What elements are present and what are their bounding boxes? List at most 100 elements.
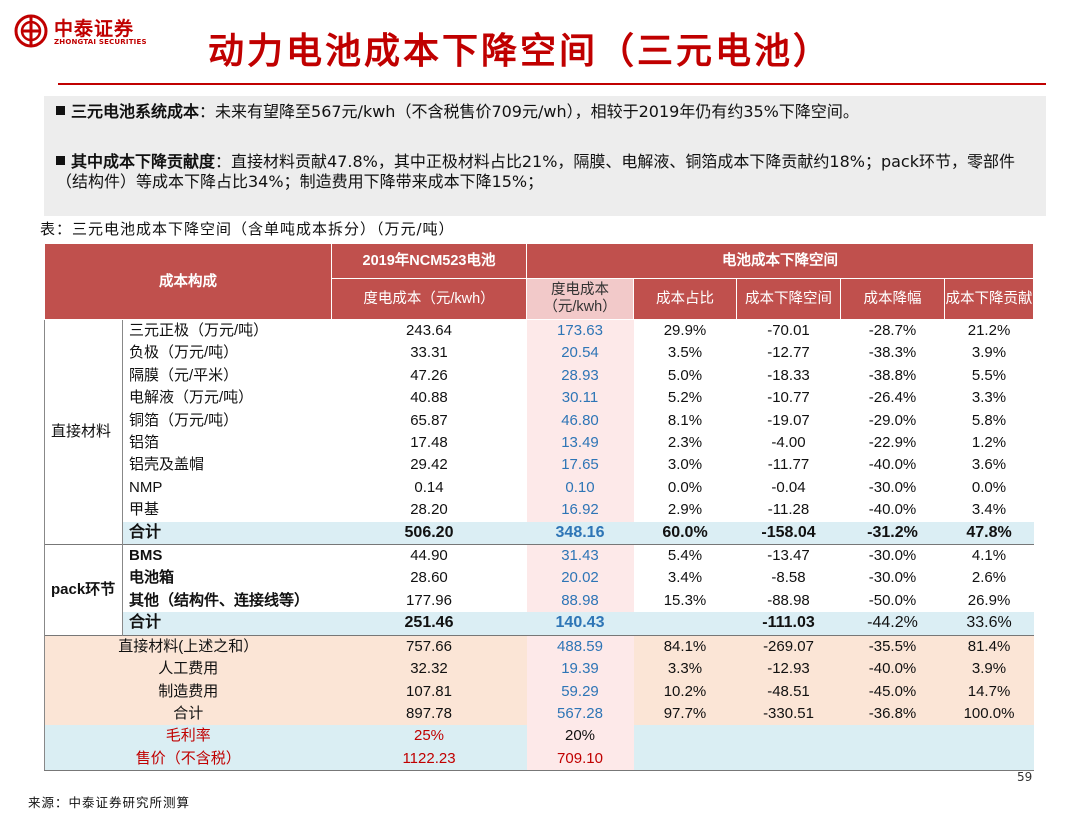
cell-2019: 0.14 xyxy=(414,478,444,496)
table-row: 甲基 28.20 16.92 2.9% -11.28 -40.0% 3.4% xyxy=(45,499,1034,522)
cell-contrib: 3.9% xyxy=(971,344,1007,362)
row-name: 合计 xyxy=(122,612,332,636)
cell-drop: -12.77 xyxy=(767,344,810,362)
cell-drop: -158.04 xyxy=(736,521,841,545)
cell-rate: -29.0% xyxy=(868,411,917,429)
cell-contrib: 4.1% xyxy=(944,544,1034,568)
summary-row: 合计 897.78 567.28 97.7% -330.51 -36.8% 10… xyxy=(44,702,1034,726)
company-logo: 中泰证券 ZHONGTAI SECURITIES xyxy=(14,12,154,56)
cell-contrib: 3.3% xyxy=(971,389,1007,407)
cell-rate: -38.3% xyxy=(868,344,917,362)
bullet-contribution: 其中成本下降贡献度：直接材料贡献47.8%，其中正极材料占比21%，隔膜、电解液… xyxy=(56,152,1036,192)
cell-2019: 177.96 xyxy=(406,591,452,609)
cell-rate: -50.0% xyxy=(868,591,917,609)
row-name: 三元正极（万元/吨） xyxy=(129,322,269,339)
cell-drop: -48.51 xyxy=(736,680,841,703)
col-header-contrib: 成本下降贡献 xyxy=(943,278,1035,320)
cell-new: 348.16 xyxy=(526,521,634,545)
cell-drop: -12.93 xyxy=(736,658,841,681)
cell-drop: -19.07 xyxy=(767,411,810,429)
cell-contrib: 14.7% xyxy=(944,680,1034,703)
table-row: 电池箱 28.60 20.02 3.4% -8.58 -30.0% 2.6% xyxy=(45,567,1034,590)
col-header-rate: 成本降幅 xyxy=(840,278,945,320)
row-name: 铝壳及盖帽 xyxy=(129,456,205,474)
row-name: 其他（结构件、连接线等） xyxy=(129,591,310,609)
cell-new: 20.54 xyxy=(526,342,634,365)
cell-share: 3.5% xyxy=(667,344,703,362)
cell-new: 488.59 xyxy=(526,634,634,659)
cell-new: 709.10 xyxy=(526,747,634,772)
cell-2019: 506.20 xyxy=(331,521,527,545)
cell-contrib: 1.2% xyxy=(971,434,1007,452)
cell-share: 10.2% xyxy=(633,680,737,703)
cell-2019: 25% xyxy=(331,725,527,748)
cell-share: 2.9% xyxy=(667,501,703,519)
cell-new: 20.02 xyxy=(526,567,634,590)
cell-share: 60.0% xyxy=(633,521,737,545)
cell-share: 5.0% xyxy=(667,366,703,384)
cell-2019: 28.20 xyxy=(410,501,448,519)
cell-share: 15.3% xyxy=(663,591,707,609)
cell-rate: -28.7% xyxy=(868,322,917,339)
cell-contrib: 81.4% xyxy=(944,634,1034,659)
cell-new: 140.43 xyxy=(526,612,634,636)
cell-new: 30.11 xyxy=(526,387,634,410)
table-caption: 表：三元电池成本下降空间（含单吨成本拆分）（万元/吨） xyxy=(40,220,455,238)
cell-drop: -11.28 xyxy=(767,501,810,519)
cell-drop: -0.04 xyxy=(771,478,806,496)
cell-2019: 29.42 xyxy=(410,456,448,474)
cell-share: 84.1% xyxy=(633,634,737,659)
square-bullet-icon xyxy=(56,106,65,115)
row-name: 铜箔（万元/吨） xyxy=(129,411,239,429)
cell-rate: -30.0% xyxy=(840,544,945,568)
price-row: 售价（不含税） 1122.23 709.10 xyxy=(44,747,1034,772)
cell-2019: 40.88 xyxy=(410,389,448,407)
margin-row: 毛利率 25% 20% xyxy=(44,725,1034,748)
col-header-new-cost: 度电成本（元/kwh） xyxy=(526,278,634,320)
row-name: 售价（不含税） xyxy=(44,747,332,772)
cell-contrib: 21.2% xyxy=(967,322,1011,339)
table-row: NMP 0.14 0.10 0.0% -0.04 -30.0% 0.0% xyxy=(45,476,1034,500)
cell-2019: 1122.23 xyxy=(331,747,527,772)
cell-share: 2.3% xyxy=(667,434,703,452)
bullet-system-cost: 三元电池系统成本：未来有望降至567元/kwh（不含税售价709元/wh），相较… xyxy=(56,102,1036,122)
cell-rate: -40.0% xyxy=(868,501,917,519)
cell-contrib: 5.5% xyxy=(971,366,1007,384)
header-cost-composition: 成本构成 xyxy=(44,243,332,320)
cell-share: 8.1% xyxy=(667,411,703,429)
cell-rate: -35.5% xyxy=(840,634,945,659)
summary-row: 直接材料(上述之和） 757.66 488.59 84.1% -269.07 -… xyxy=(44,634,1034,659)
summary-box: 三元电池系统成本：未来有望降至567元/kwh（不含税售价709元/wh），相较… xyxy=(44,96,1046,216)
bullet-heading: 三元电池系统成本 xyxy=(71,102,200,121)
cell-drop: -4.00 xyxy=(771,434,806,452)
cell-drop: -8.58 xyxy=(771,569,806,587)
cell-new: 0.10 xyxy=(526,476,634,500)
group-label-direct: 直接材料 xyxy=(44,319,123,545)
cell-share: 5.4% xyxy=(633,544,737,568)
table-row: 电解液（万元/吨） 40.88 30.11 5.2% -10.77 -26.4%… xyxy=(45,387,1034,410)
cell-share: 97.7% xyxy=(633,702,737,726)
cell-2019: 28.60 xyxy=(410,569,448,587)
row-name: 合计 xyxy=(44,702,332,726)
cell-contrib: 26.9% xyxy=(967,591,1011,609)
square-bullet-icon xyxy=(56,156,65,165)
group-label-pack: pack环节 xyxy=(44,544,123,636)
cell-2019: 243.64 xyxy=(406,322,452,339)
cell-rate: -30.0% xyxy=(868,478,917,496)
cell-rate: -26.4% xyxy=(868,389,917,407)
bullet-text: ：未来有望降至567元/kwh（不含税售价709元/wh），相较于2019年仍有… xyxy=(199,102,859,121)
cell-2019: 44.90 xyxy=(331,544,527,568)
cell-rate: -38.8% xyxy=(868,366,917,384)
cell-new: 16.92 xyxy=(526,499,634,522)
table-row: 其他（结构件、连接线等） 177.96 88.98 15.3% -88.98 -… xyxy=(45,589,1034,613)
cell-2019: 65.87 xyxy=(410,411,448,429)
cell-contrib: 3.4% xyxy=(971,501,1007,519)
subtotal-row-direct: 合计 506.20 348.16 60.0% -158.04 -31.2% 47… xyxy=(45,521,1034,545)
summary-row: 人工费用 32.32 19.39 3.3% -12.93 -40.0% 3.9% xyxy=(44,658,1034,681)
cell-drop: -18.33 xyxy=(767,366,810,384)
cell-2019: 107.81 xyxy=(331,680,527,703)
summary-row: 制造费用 107.81 59.29 10.2% -48.51 -45.0% 14… xyxy=(44,680,1034,703)
cell-contrib: 3.9% xyxy=(944,658,1034,681)
logo-mark-icon xyxy=(14,14,48,48)
table-row: 铜箔（万元/吨） 65.87 46.80 8.1% -19.07 -29.0% … xyxy=(45,409,1034,433)
